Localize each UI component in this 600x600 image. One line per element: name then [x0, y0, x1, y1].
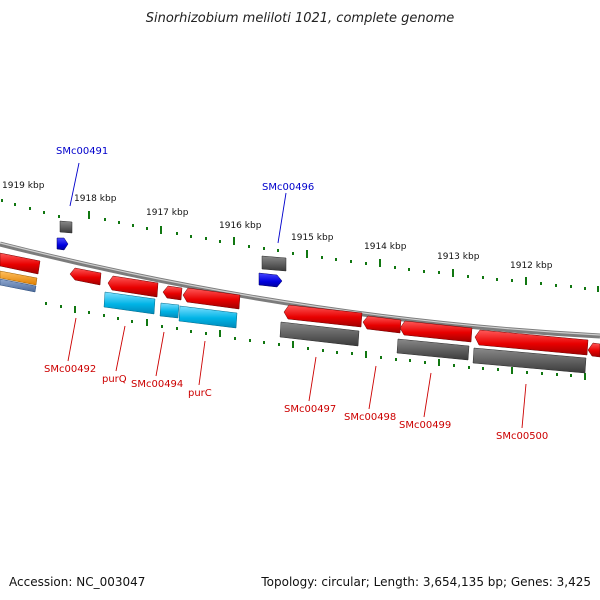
scale-label: 1913 kbp — [437, 252, 480, 262]
gene-label-smc00497[interactable]: SMc00497 — [284, 404, 336, 415]
gene-label-smc00494[interactable]: SMc00494 — [131, 379, 183, 390]
feature-left-red[interactable] — [0, 252, 41, 275]
feature-smc00492[interactable] — [69, 267, 102, 286]
genome-backbone — [0, 241, 600, 339]
feature-smc00496-gray[interactable] — [261, 255, 287, 272]
feature-right-edge-red[interactable] — [587, 342, 600, 358]
feature-smc00491-gray[interactable] — [59, 220, 73, 234]
feature-smc00496-trna[interactable] — [258, 272, 283, 288]
scale-label: 1919 kbp — [2, 181, 45, 191]
scale-label: 1915 kbp — [291, 233, 334, 243]
feature-left-orange[interactable] — [0, 270, 38, 286]
gene-label-smc00491[interactable]: SMc00491 — [56, 146, 108, 157]
feature-smc00499-red[interactable] — [399, 320, 473, 343]
scale-label: 1914 kbp — [364, 242, 407, 252]
feature-smc00497-gray[interactable] — [279, 321, 360, 347]
outer-scale — [1, 199, 599, 292]
feature-smc00491-trna[interactable] — [56, 237, 69, 251]
gene-label-smc00496[interactable]: SMc00496 — [262, 182, 314, 193]
scale-label: 1917 kbp — [146, 208, 189, 218]
gene-label-purc[interactable]: purC — [188, 388, 212, 399]
scale-label: 1918 kbp — [74, 194, 117, 204]
feature-purc-rna[interactable] — [178, 305, 238, 329]
leader-lines — [67, 162, 527, 429]
gene-label-purq[interactable]: purQ — [102, 374, 127, 385]
feature-purc-red[interactable] — [182, 287, 241, 310]
feature-smc00494-rna[interactable] — [159, 302, 180, 319]
feature-smc00499-gray[interactable] — [396, 338, 470, 361]
accession-text: Accession: NC_003047 — [9, 575, 145, 589]
feature-purq-rna[interactable] — [103, 291, 156, 315]
feature-smc00498-red[interactable] — [362, 315, 402, 334]
inner-scale — [45, 302, 586, 380]
feature-purq-red[interactable] — [107, 275, 159, 298]
feature-smc00494-red[interactable] — [162, 285, 183, 301]
gene-label-smc00499[interactable]: SMc00499 — [399, 420, 451, 431]
genome-title: Sinorhizobium meliloti 1021, complete ge… — [146, 11, 455, 26]
feature-left-steel[interactable] — [0, 278, 37, 293]
feature-smc00500-red[interactable] — [474, 329, 589, 356]
feature-smc00497-red[interactable] — [283, 304, 363, 328]
gene-label-smc00498[interactable]: SMc00498 — [344, 412, 396, 423]
scale-label: 1916 kbp — [219, 221, 262, 231]
scale-label: 1912 kbp — [510, 261, 553, 271]
feature-smc00500-gray[interactable] — [472, 347, 587, 374]
gene-label-smc00492[interactable]: SMc00492 — [44, 364, 96, 375]
genome-backbone-highlight — [0, 242, 600, 336]
gene-label-smc00500[interactable]: SMc00500 — [496, 431, 548, 442]
genome-summary-text: Topology: circular; Length: 3,654,135 bp… — [260, 575, 591, 589]
